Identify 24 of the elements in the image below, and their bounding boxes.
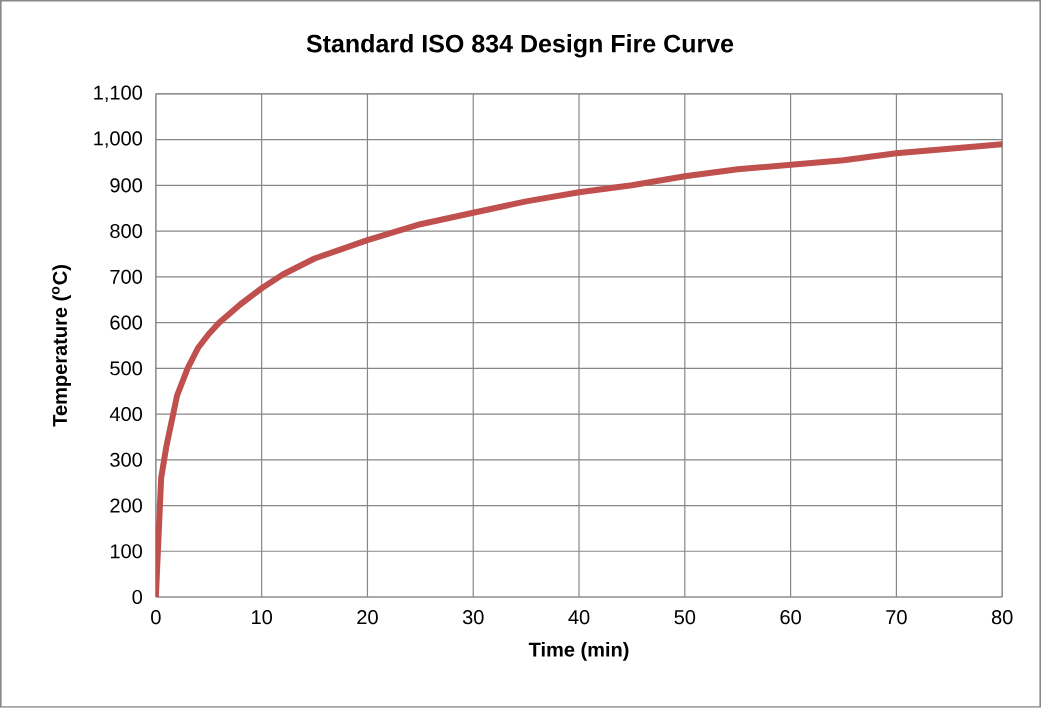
- x-tick-label: 50: [674, 610, 696, 625]
- y-tick-label: 200: [110, 498, 143, 513]
- y-tick-label: 1,100: [94, 85, 143, 103]
- y-tick-label: 700: [110, 269, 143, 284]
- x-tick-label: 30: [462, 610, 484, 625]
- y-tick-label: 300: [110, 452, 143, 467]
- x-tick-label: 70: [886, 610, 907, 625]
- x-axis-title: Time (min): [528, 642, 629, 661]
- y-axis-title: Temperature ($^{o}$C): [52, 265, 71, 427]
- chart-title: Standard ISO 834 Design Fire Curve: [306, 34, 734, 58]
- x-tick-label: 10: [252, 610, 273, 625]
- x-tick-label: 60: [780, 610, 801, 625]
- x-tick-label: 0: [151, 610, 161, 625]
- y-tick-label: 0: [132, 590, 143, 605]
- x-tick-label: 40: [568, 610, 590, 625]
- y-tick-label: 100: [110, 544, 143, 559]
- y-tick-label: 1,000: [94, 131, 143, 148]
- x-tick-label: 80: [991, 610, 1013, 625]
- y-tick-label: 900: [110, 178, 143, 193]
- x-tick-label: 20: [357, 610, 378, 625]
- y-tick-label: 500: [110, 361, 143, 376]
- y-tick-label: 800: [110, 224, 143, 239]
- y-tick-label: 400: [109, 407, 143, 422]
- y-tick-label: 600: [110, 315, 143, 330]
